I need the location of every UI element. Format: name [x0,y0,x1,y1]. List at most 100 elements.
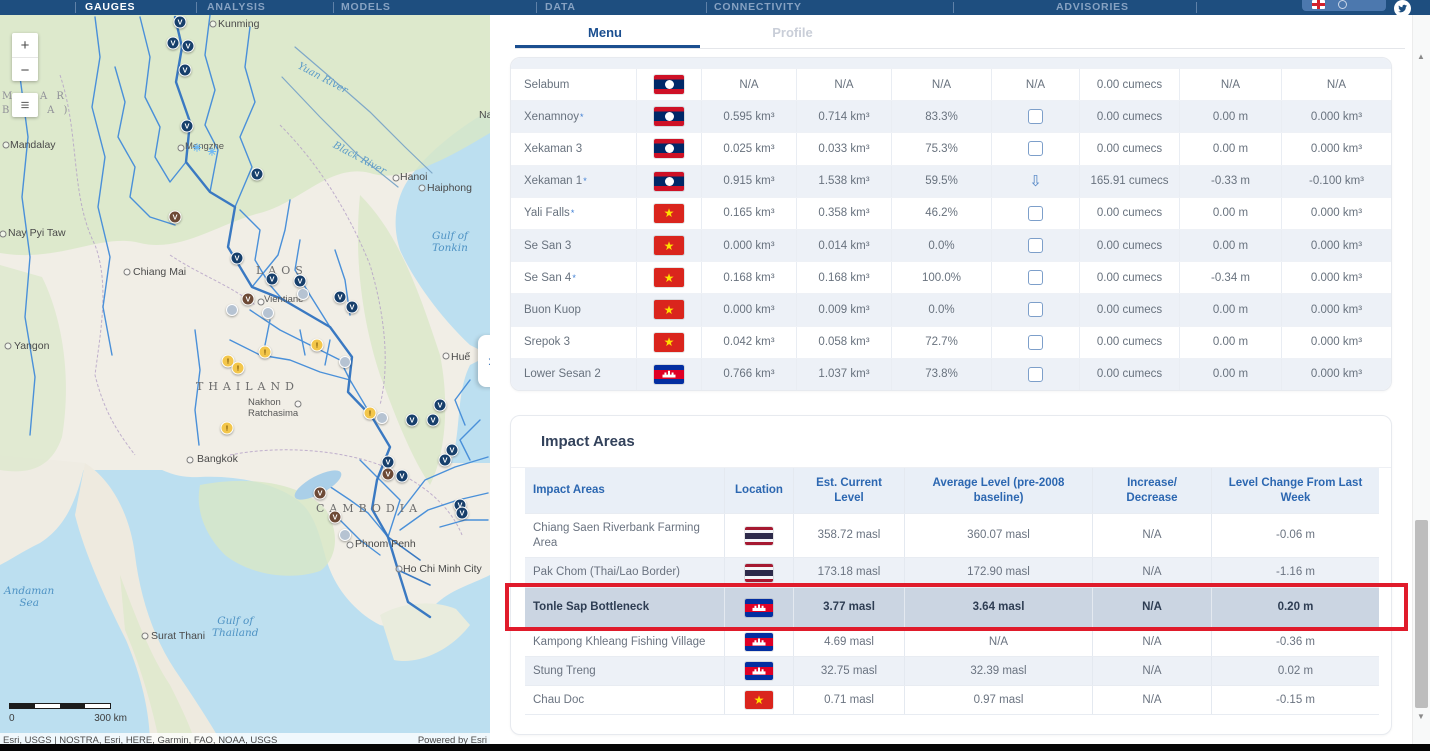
impact-cell-week_change: -0.36 m [1211,628,1379,656]
warning-marker[interactable]: ! [310,338,324,352]
dam-cell-total: 0.358 km³ [796,197,891,229]
select-checkbox[interactable] [1028,141,1043,157]
dam-row[interactable]: Selabum N/A N/A N/A N/A 0.00 cumecs N/A N/A [511,69,1391,102]
dam-cell-indicator [991,358,1079,390]
select-checkbox[interactable] [1028,109,1043,125]
dam-row[interactable]: Xenamnoy * 0.595 km³ 0.714 km³ 83.3% 0.00 cum… [511,101,1391,134]
map-label: CAMBODIA [316,502,423,515]
dam-row[interactable]: Buon Kuop 0.000 km³ 0.009 km³ 0.0% 0.00 cume… [511,294,1391,327]
dam-value-level_change: 0.00 m [1212,142,1249,155]
nav-separator [536,2,537,13]
dam-gauge-marker[interactable]: V [230,251,244,265]
select-checkbox[interactable] [1028,334,1043,350]
dam-marker-brown[interactable]: V [241,292,255,306]
dam-marker-brown[interactable]: V [328,510,342,524]
layers-menu-button[interactable]: ≡ [12,93,38,117]
impact-cell-flag [724,657,793,685]
dam-row[interactable]: Se San 4* 0.168 km³ 0.168 km³ 100.0% 0.00 cu… [511,262,1391,295]
dam-cell-discharge: 0.00 cumecs [1079,358,1179,390]
scroll-up-arrow[interactable]: ▲ [1417,52,1425,61]
reservoir-marker[interactable]: ✳ [207,146,217,159]
dam-row[interactable]: Yali Falls* 0.165 km³ 0.358 km³ 46.2% 0.00 c… [511,197,1391,230]
reservoir-marker[interactable]: ✳ [192,142,202,155]
select-checkbox[interactable] [1028,205,1043,221]
map-canvas[interactable]: Kunming Na Mandalay Mengzhe Hanoi Haiphong Nay… [0,15,490,751]
impact-row[interactable]: Chiang Saen Riverbank Farming Area 358.72… [525,514,1379,558]
impact-row[interactable]: Pak Chom (Thai/Lao Border) 173.18 masl 172… [525,558,1379,588]
dam-cell-indicator: N/A [991,69,1079,101]
impact-value-inc_dec: N/A [1142,693,1162,706]
dam-gauge-marker[interactable]: V [333,290,347,304]
nav-item-data[interactable]: DATA [545,1,576,13]
dam-gauge-marker[interactable]: V [180,119,194,133]
nav-item-advisories[interactable]: ADVISORIES [1056,1,1129,13]
scrollbar-thumb[interactable] [1415,520,1428,708]
dam-value-storage_change: N/A [1326,78,1347,91]
warning-marker[interactable]: ! [258,345,272,359]
dam-cell-indicator [991,262,1079,294]
impact-row[interactable]: Kampong Khleang Fishing Village 4.69 masl… [525,628,1379,657]
dam-gauge-marker[interactable]: V [173,15,187,29]
dam-gauge-marker[interactable]: V [178,63,192,77]
city-dot [418,184,426,192]
impact-row[interactable]: Stung Treng 32.75 masl 32.39 masl N/A 0.02 m [525,657,1379,686]
dam-gauge-marker[interactable]: V [438,453,452,467]
warning-marker[interactable]: ! [220,421,234,435]
dam-cell-name: Xenamnoy * [524,110,584,123]
dam-marker-brown[interactable]: V [313,486,327,500]
dam-marker-brown[interactable]: V [168,210,182,224]
dam-cell-current: 0.000 km³ [701,229,796,262]
select-checkbox[interactable] [1028,302,1043,318]
dam-gauge-marker[interactable]: V [433,398,447,412]
language-button[interactable] [1302,0,1386,11]
map-label: Huế [451,351,471,363]
dam-cell-storage_change: 0.000 km³ [1281,326,1391,358]
route-shield-icon [262,307,274,319]
impact-row[interactable]: Tonle Sap Bottleneck 3.77 masl 3.64 masl N/… [525,588,1379,628]
scroll-down-arrow[interactable]: ▼ [1417,712,1425,721]
zoom-in-button[interactable]: + [20,36,30,54]
warning-marker[interactable]: ! [221,354,235,368]
nav-item-connectivity[interactable]: CONNECTIVITY [714,1,802,13]
dam-gauge-marker[interactable]: V [445,443,459,457]
flag-vietnam-icon [654,332,684,352]
select-checkbox[interactable] [1028,366,1043,382]
dam-gauge-marker[interactable]: V [181,39,195,53]
twitter-icon[interactable] [1394,0,1411,17]
zoom-out-button[interactable]: − [12,57,38,82]
nav-item-gauges[interactable]: GAUGES [85,1,136,13]
dam-row[interactable]: Xekaman 3 0.025 km³ 0.033 km³ 75.3% 0.00 cum… [511,133,1391,166]
dam-row[interactable]: Lower Sesan 2 0.766 km³ 1.037 km³ 73.8% 0.00… [511,358,1391,390]
dam-gauge-marker[interactable]: V [345,300,359,314]
tab-profile[interactable]: Profile [772,25,813,40]
dam-gauge-marker[interactable]: V [455,506,469,520]
flag-cambodia-icon [654,364,684,384]
dam-row[interactable]: Srepok 3 0.042 km³ 0.058 km³ 72.7% 0.00 cume… [511,326,1391,359]
dam-gauge-marker[interactable]: V [166,36,180,50]
nav-item-analysis[interactable]: ANALYSIS [207,1,266,13]
dam-gauge-marker[interactable]: V [405,413,419,427]
dam-row[interactable]: Se San 3 0.000 km³ 0.014 km³ 0.0% 0.00 cumec… [511,229,1391,263]
nav-item-models[interactable]: MODELS [341,1,391,13]
tab-menu[interactable]: Menu [588,25,622,40]
dam-value-level_change: -0.33 m [1211,175,1250,188]
dam-gauge-marker[interactable]: V [265,272,279,286]
map-label: Mandalay [10,139,56,151]
warning-marker[interactable]: ! [231,361,245,375]
impact-value-week_change: -0.06 m [1276,529,1315,542]
page-scrollbar[interactable]: ▲ ▼ [1412,15,1430,744]
dam-gauge-marker[interactable]: V [293,274,307,288]
select-checkbox[interactable] [1028,270,1043,286]
impact-row[interactable]: Chau Doc 0.71 masl 0.97 masl N/A -0.15 m [525,686,1379,715]
impact-value-inc_dec: N/A [1142,635,1162,648]
dam-cell-indicator [991,229,1079,262]
dam-gauge-marker[interactable]: V [250,167,264,181]
dam-marker-brown[interactable]: V [381,467,395,481]
select-checkbox[interactable] [1028,238,1043,254]
dam-gauge-marker[interactable]: V [426,413,440,427]
dam-row[interactable]: Xekaman 1 * 0.915 km³ 1.538 km³ 59.5% ⇩ 165.91… [511,165,1391,198]
route-shield-icon [339,529,351,541]
impact-value-name: Chau Doc [533,693,585,706]
dam-gauge-marker[interactable]: V [395,469,409,483]
warning-marker[interactable]: ! [363,406,377,420]
